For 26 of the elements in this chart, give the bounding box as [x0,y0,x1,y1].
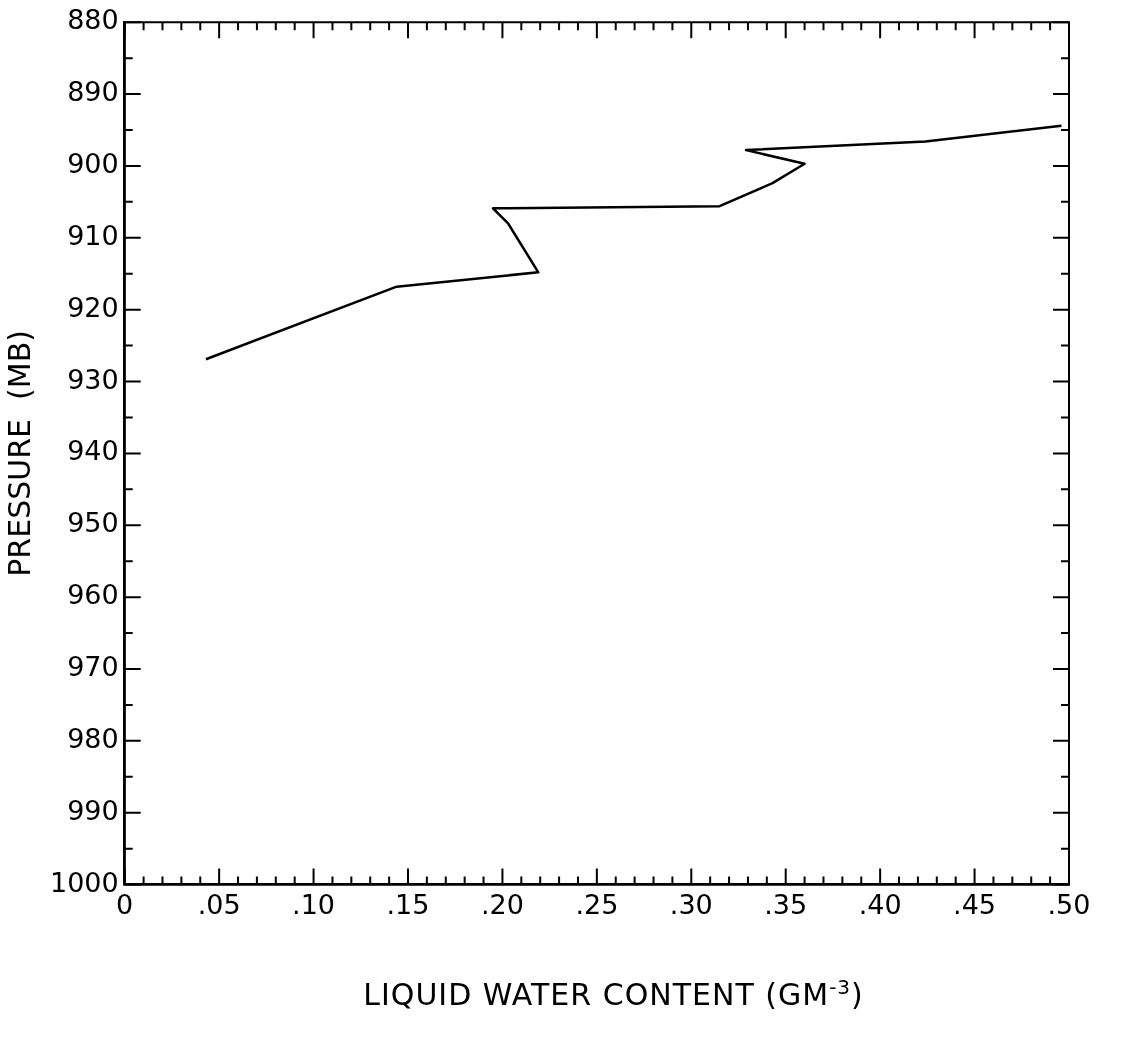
y-tick-label: 940 [67,435,119,467]
x-tick-label: .20 [480,888,524,920]
y-tick-label: 960 [67,579,119,611]
y-tick-label: 910 [67,219,119,251]
y-tick-label: 900 [67,147,119,179]
y-tick-label: 930 [67,363,119,395]
x-tick-label: .35 [764,888,808,920]
y-tick-label: 990 [67,794,119,826]
x-tick-label: 0 [116,888,134,920]
y-tick-label: 890 [67,76,119,108]
y-tick-label: 920 [67,291,119,323]
x-tick-label: .05 [197,888,241,920]
x-axis-title: LIQUID WATER CONTENT (GM$^{-3}$) [362,975,865,1012]
x-tick-label: .25 [575,888,619,920]
x-tick-label: .30 [669,888,713,920]
x-tick-label: .50 [1047,888,1091,920]
y-tick-label: 880 [67,4,119,36]
x-tick-label: .10 [292,888,336,920]
x-tick-label: .45 [953,888,997,920]
x-tick-label: .15 [386,888,430,920]
y-tick-label: 970 [67,651,119,683]
y-axis-title: PRESSURE (MB) [1,330,37,577]
x-tick-label: .40 [858,888,902,920]
y-tick-label: 980 [67,722,119,754]
y-tick-label: 950 [67,507,119,539]
y-tick-label: 1000 [49,866,119,898]
